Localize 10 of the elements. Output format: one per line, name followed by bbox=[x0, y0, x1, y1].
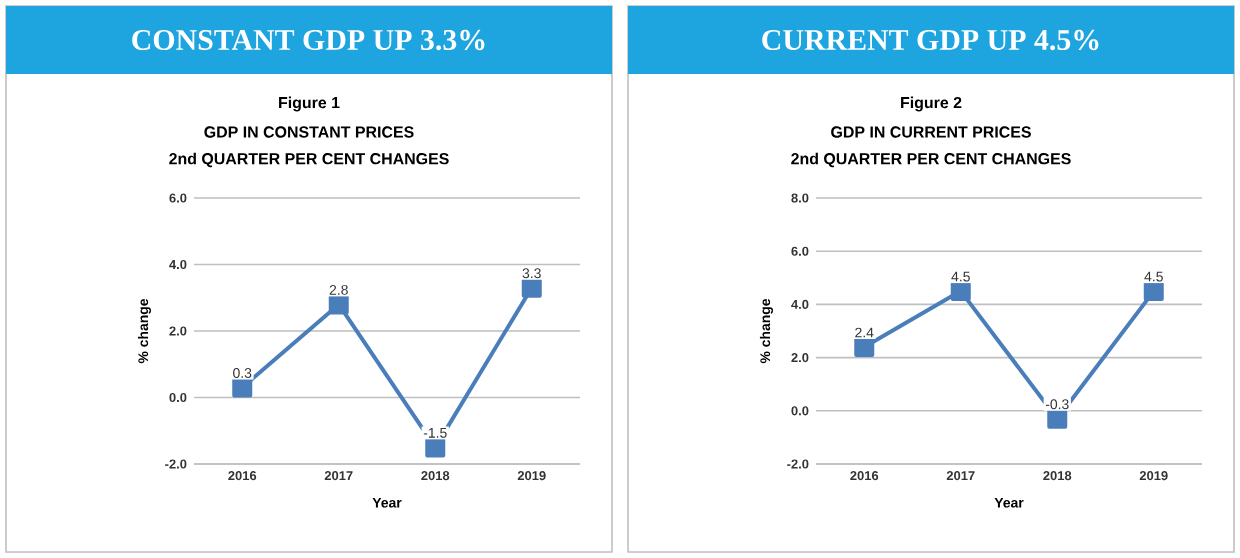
point bbox=[521, 277, 542, 298]
point bbox=[232, 377, 253, 398]
chart-title: CURRENT GDP UP 4.5% bbox=[762, 29, 1099, 51]
point bbox=[425, 437, 446, 458]
point bbox=[1143, 281, 1164, 302]
point bbox=[950, 281, 971, 302]
chart-title: CONSTANT GDP UP 3.3% bbox=[132, 29, 485, 51]
point bbox=[1047, 408, 1068, 429]
point bbox=[854, 336, 875, 357]
point bbox=[328, 294, 349, 315]
